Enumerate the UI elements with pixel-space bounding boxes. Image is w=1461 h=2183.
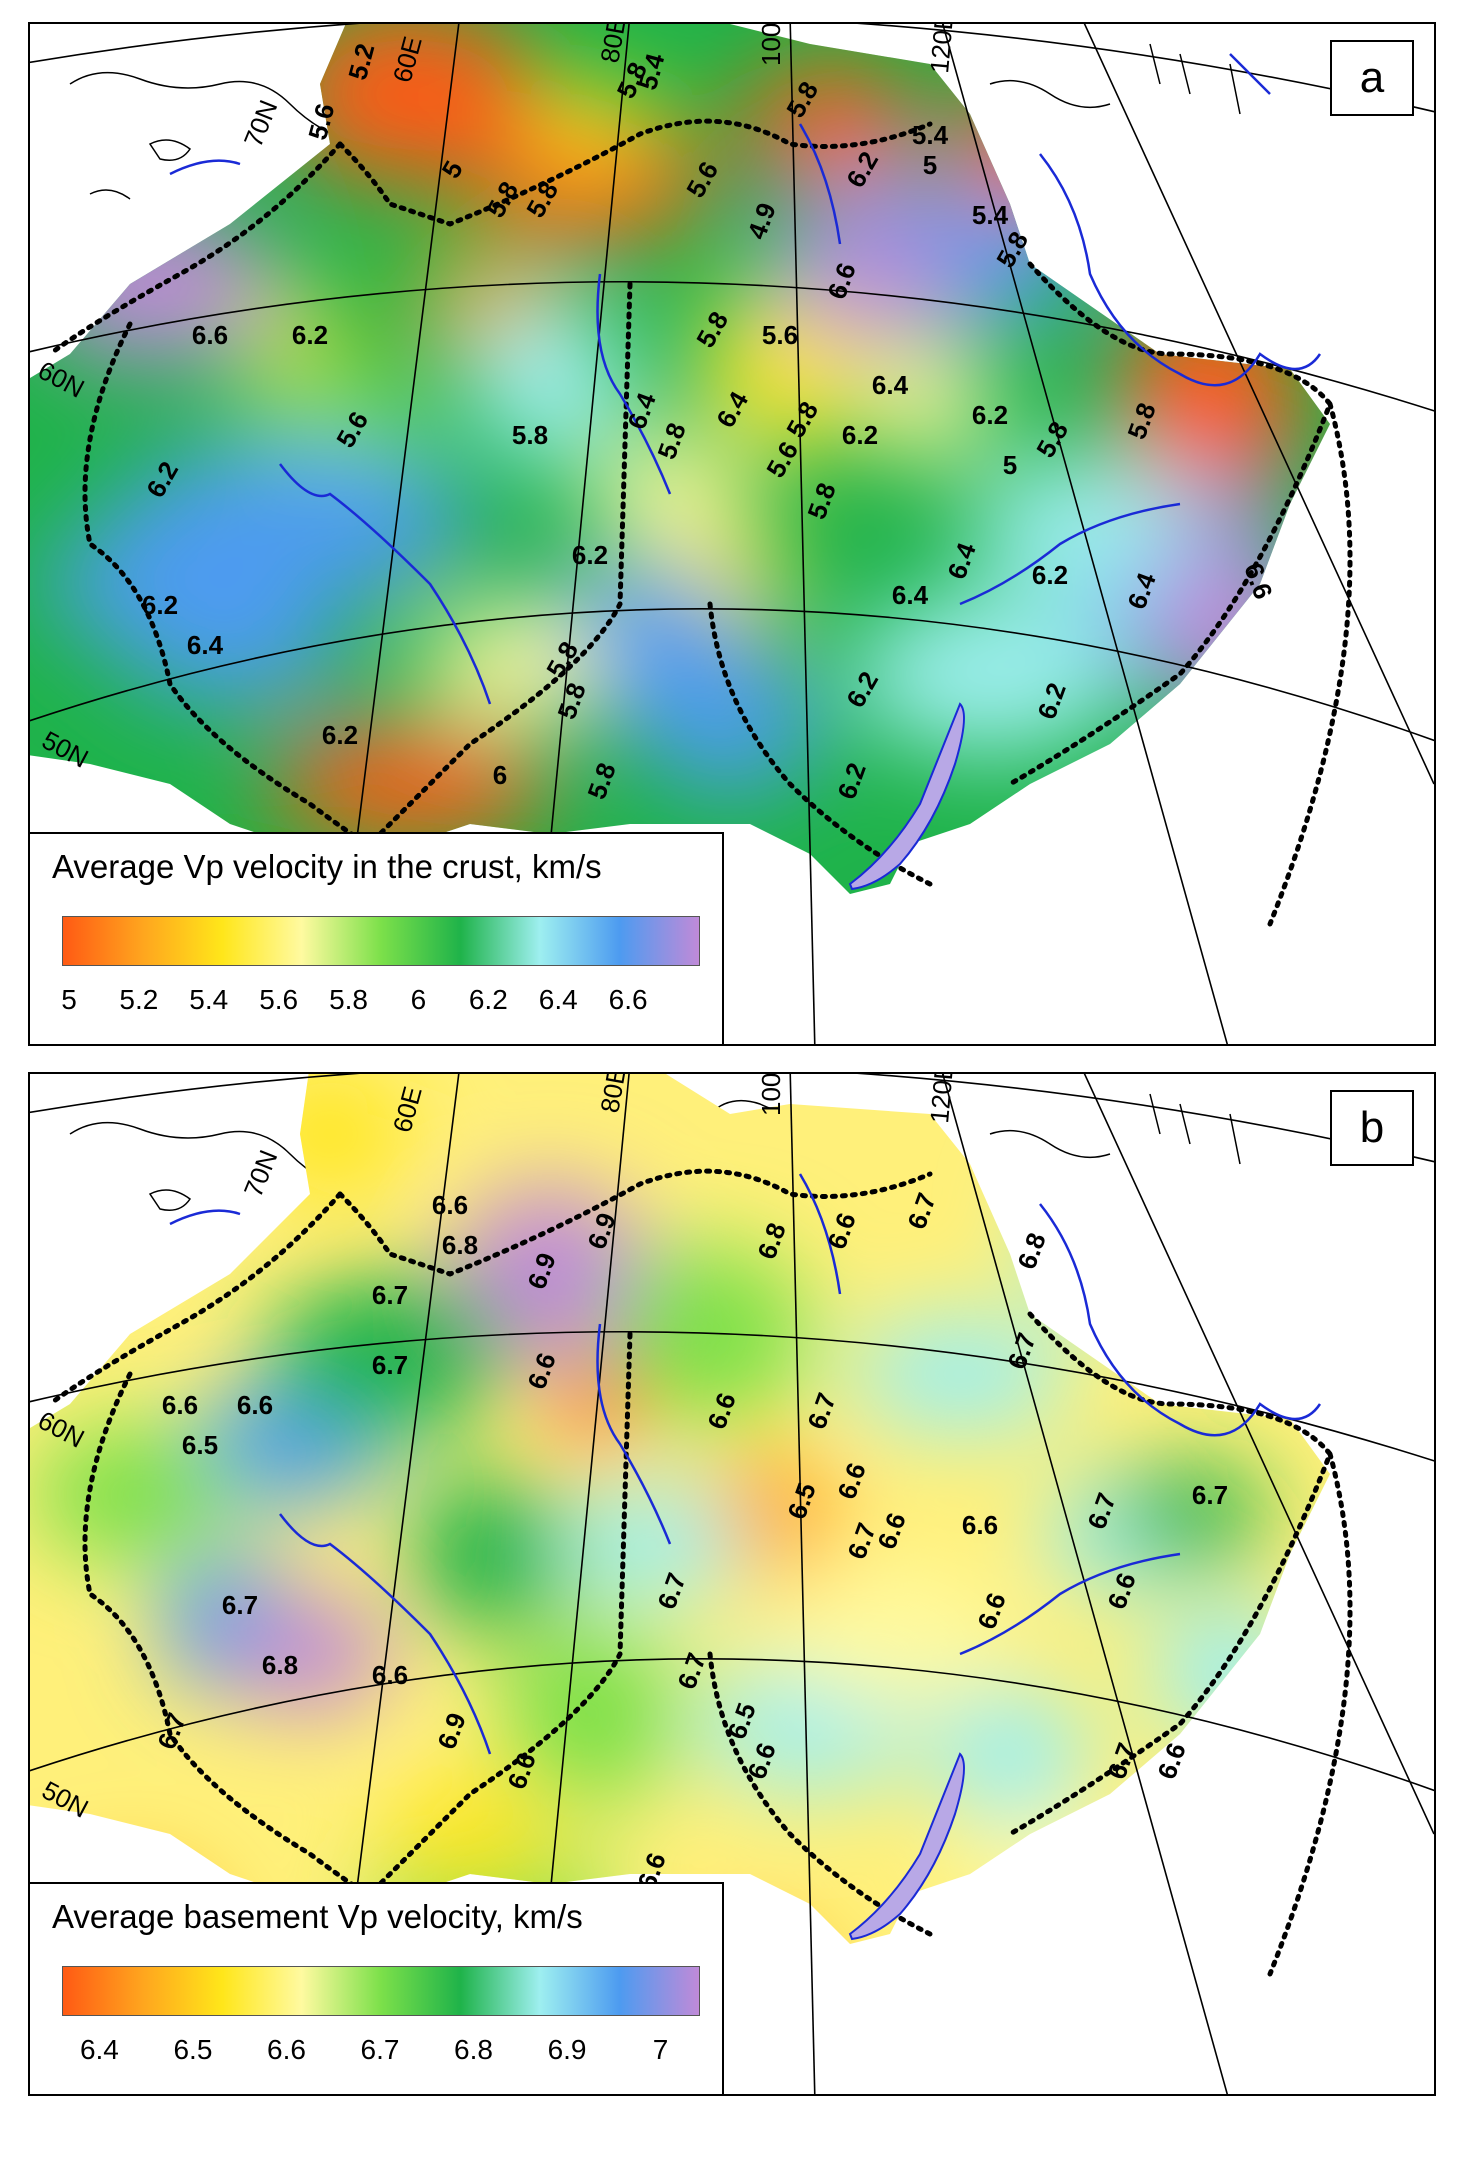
contour-label: 6.6 xyxy=(432,1190,468,1220)
lat-label-70n: 70N xyxy=(238,1146,284,1201)
contour-label: 6.4 xyxy=(872,370,909,400)
contour-label: 5.8 xyxy=(512,420,548,450)
contour-label: 6.2 xyxy=(142,590,178,620)
color-scale-bar xyxy=(62,1966,700,2016)
contour-label: 6.2 xyxy=(1032,560,1068,590)
lon-label-100e: 100E xyxy=(756,1074,786,1116)
contour-label: 6.7 xyxy=(222,1590,258,1620)
contour-label: 6.2 xyxy=(322,720,358,750)
lon-label-100e: 100E xyxy=(756,24,786,66)
contour-label: 6.7 xyxy=(372,1280,408,1310)
contour-label: 6.6 xyxy=(237,1390,273,1420)
contour-label: 5.4 xyxy=(972,200,1009,230)
legend-tick: 6.7 xyxy=(360,2034,400,2065)
lat-label-70n: 70N xyxy=(238,96,284,151)
legend-tick: 6.2 xyxy=(468,984,508,1015)
lake-baikal xyxy=(848,1752,965,1941)
velocity-map-b: 70N 60N 50N 60E 80E 100E 120E 6.66.8 6.9 6… xyxy=(30,1074,1434,2094)
legend-tick: 6.5 xyxy=(173,2034,213,2065)
lake-baikal xyxy=(848,702,965,891)
legend-tick: 6.9 xyxy=(547,2034,587,2065)
legend-tick: 6.6 xyxy=(267,2034,306,2065)
panel-letter-a: a xyxy=(1330,40,1414,116)
contour-label: 6.6 xyxy=(162,1390,198,1420)
legend-tick: 7 xyxy=(652,2034,669,2065)
panel-b: 70N 60N 50N 60E 80E 100E 120E 6.6 6.8 6.9 6… xyxy=(28,1072,1436,2096)
contour-label: 6.2 xyxy=(572,540,608,570)
contour-label: 6.6 xyxy=(372,1660,408,1690)
legend-tick: 5.6 xyxy=(259,984,299,1015)
contour-label: 6.8 xyxy=(442,1230,478,1260)
legend-tick: 6.8 xyxy=(454,2034,493,2065)
legend-title: Average basement Vp velocity, km/s xyxy=(52,1898,583,1935)
contour-label: 6.2 xyxy=(842,420,878,450)
rivers xyxy=(169,1173,1322,1755)
contour-label: 6.7 xyxy=(372,1350,408,1380)
contour-label: 6.7 xyxy=(1192,1480,1228,1510)
basin-boundary xyxy=(47,118,1353,927)
legend-tick: 5.4 xyxy=(189,984,229,1015)
contour-label: 6.5 xyxy=(182,1430,218,1460)
contour-label: 6.4 xyxy=(187,630,224,660)
contour-label: 6.4 xyxy=(892,580,929,610)
legend-tick: 5 xyxy=(61,984,77,1015)
legend-title: Average Vp velocity in the crust, km/s xyxy=(52,848,602,885)
legend-tick: 6.4 xyxy=(79,2034,119,2065)
rivers xyxy=(169,53,1322,705)
legend-tick: 6.6 xyxy=(608,984,648,1015)
contour-label: 5.4 xyxy=(912,120,949,150)
contour-label: 6.2 xyxy=(292,320,328,350)
legend-tick: 6 xyxy=(410,984,427,1015)
legend-tick: 5.2 xyxy=(119,984,159,1015)
legend-a: Average Vp velocity in the crust, km/s 5… xyxy=(30,832,724,1044)
contour-label: 6.8 xyxy=(1011,1229,1052,1273)
contour-label: 6.6 xyxy=(192,320,228,350)
lon-label-120e: 120E xyxy=(924,24,959,75)
contour-label: 6.2 xyxy=(972,400,1008,430)
contour-label: 6 xyxy=(493,760,507,790)
panel-a: 70N 60N 50N 60E 80E 100E 120E 5.2 5.4 5.6 5… xyxy=(28,22,1436,1046)
legend-tick: 5.8 xyxy=(329,984,369,1015)
contour-label: 6.6 xyxy=(962,1510,998,1540)
basin-boundary xyxy=(47,1168,1353,1977)
contour-label: 5.6 xyxy=(762,320,798,350)
velocity-map-a: 70N 60N 50N 60E 80E 100E 120E 5.2 5.45.65… xyxy=(30,24,1434,1044)
color-scale-bar xyxy=(62,916,700,966)
panel-letter-b: b xyxy=(1330,1090,1414,1166)
contour-label: 5 xyxy=(923,150,937,180)
legend-b: Average basement Vp velocity, km/s 6.4 6.… xyxy=(30,1882,724,2094)
contour-label: 5 xyxy=(1003,450,1017,480)
legend-tick: 6.4 xyxy=(538,984,578,1015)
lon-label-120e: 120E xyxy=(924,1074,959,1125)
contour-label: 6.8 xyxy=(262,1650,298,1680)
